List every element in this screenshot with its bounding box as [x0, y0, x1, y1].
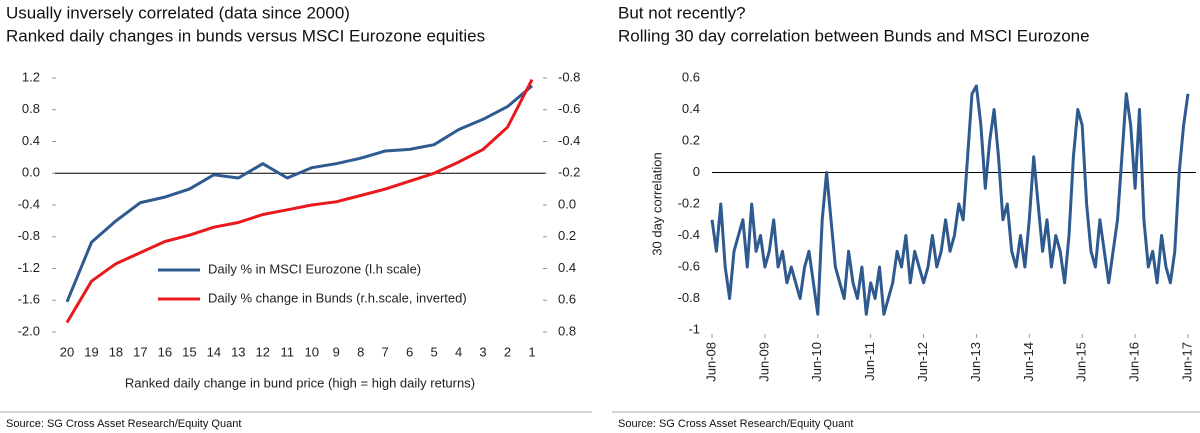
line-series	[65, 78, 534, 324]
y2-tick-label: 0.6	[558, 292, 576, 307]
source: Source: SG Cross Asset Research/Equity Q…	[618, 418, 853, 430]
x-tick-label: Jun-13	[968, 342, 983, 382]
y-tick-label: 0.4	[22, 133, 40, 148]
x-tick-label: Jun-15	[1074, 342, 1089, 382]
x-tick-label: 17	[133, 344, 147, 359]
x-tick-label: 10	[305, 344, 319, 359]
y2-tick-label: -0.6	[558, 101, 580, 116]
y-tick-label: -0.4	[678, 227, 700, 242]
y-tick-label: -0.6	[678, 258, 700, 273]
x-tick-label: 9	[333, 344, 340, 359]
y2-tick-label: -0.2	[558, 165, 580, 180]
y2-tick-label: 0.8	[558, 323, 576, 338]
x-tick-label: Jun-10	[809, 342, 824, 382]
legend-label: Daily % change in Bunds (r.h.scale, inve…	[208, 290, 467, 305]
y2-tick-label: 0.2	[558, 228, 576, 243]
y-tick-label: -0.8	[18, 228, 40, 243]
y-tick-label: 0.6	[682, 69, 700, 84]
x-tick-label: 12	[256, 344, 270, 359]
x-tick-label: 13	[231, 344, 245, 359]
x-tick-label: 16	[158, 344, 172, 359]
y2-tick-label: -0.4	[558, 133, 580, 148]
x-tick-label: 3	[479, 344, 486, 359]
legend-label: Daily % in MSCI Eurozone (l.h scale)	[208, 261, 421, 276]
y-tick-label: -1.6	[18, 292, 40, 307]
x-tick-label: 6	[406, 344, 413, 359]
x-tick-label: 7	[382, 344, 389, 359]
y-tick-label: -1	[688, 321, 700, 336]
x-tick-label: Jun-11	[862, 342, 877, 381]
x-tick-label: 2	[504, 344, 511, 359]
y-tick-label: 0.0	[22, 165, 40, 180]
chart-subtitle: Ranked daily changes in bunds versus MSC…	[6, 26, 485, 45]
x-tick-label: Jun-16	[1127, 342, 1142, 382]
y2-tick-label: 0.0	[558, 196, 576, 211]
y2-tick-label: 0.4	[558, 260, 576, 275]
chart-subtitle: Rolling 30 day correlation between Bunds…	[618, 26, 1090, 45]
y-tick-label: 0.2	[682, 132, 700, 147]
x-tick-label: Jun-09	[756, 342, 771, 382]
chart-title: But not recently?	[618, 3, 746, 22]
line-series	[65, 84, 533, 303]
x-tick-label: 14	[207, 344, 221, 359]
y-tick-label: -0.8	[678, 290, 700, 305]
y-tick-label: -1.2	[18, 260, 40, 275]
y-tick-label: -0.2	[678, 195, 700, 210]
y-tick-label: 0.8	[22, 101, 40, 116]
x-tick-label: 4	[455, 344, 462, 359]
x-tick-label: 20	[60, 344, 74, 359]
x-tick-label: Jun-14	[1021, 342, 1036, 382]
line-series	[710, 84, 1190, 316]
x-tick-label: 11	[281, 344, 295, 359]
source: Source: SG Cross Asset Research/Equity Q…	[6, 418, 241, 430]
x-tick-label: 18	[109, 344, 123, 359]
y-tick-label: -2.0	[18, 323, 40, 338]
x-tick-label: Jun-17	[1179, 342, 1194, 382]
y-tick-label: -0.4	[18, 196, 40, 211]
y-tick-label: 0.4	[682, 101, 700, 116]
x-tick-label: 15	[182, 344, 196, 359]
x-tick-label: 5	[430, 344, 437, 359]
chart-title: Usually inversely correlated (data since…	[6, 3, 350, 22]
y-tick-label: 1.2	[22, 69, 40, 84]
x-tick-label: 1	[528, 344, 535, 359]
x-tick-label: 8	[357, 344, 364, 359]
y-tick-label: 0	[693, 164, 700, 179]
x-tick-label: Jun-08	[703, 342, 718, 382]
x-tick-label: Jun-12	[915, 342, 930, 382]
y-axis-label: 30 day correlation	[649, 152, 664, 255]
x-axis-label: Ranked daily change in bund price (high …	[125, 375, 475, 390]
x-tick-label: 19	[84, 344, 98, 359]
y2-tick-label: -0.8	[558, 69, 580, 84]
